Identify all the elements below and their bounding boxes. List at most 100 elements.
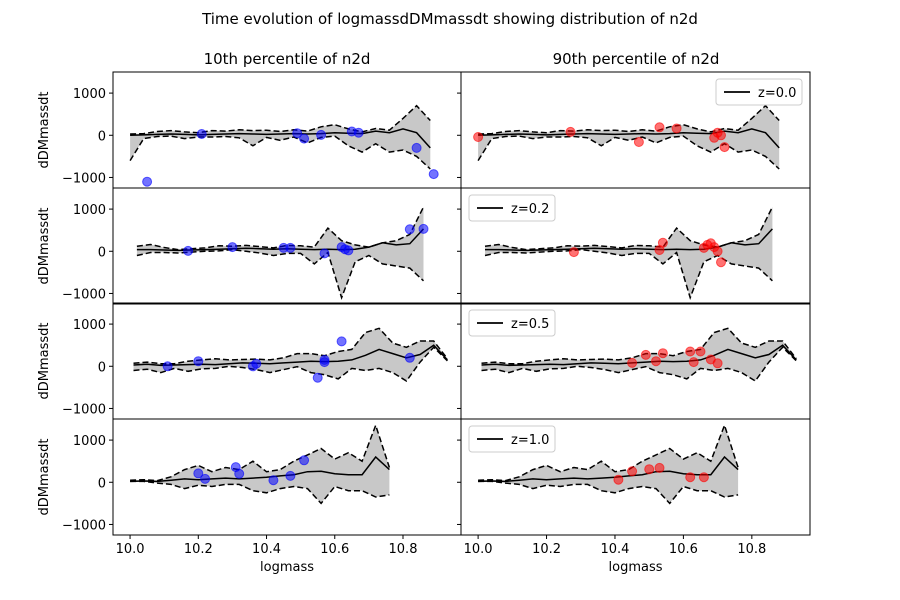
legend-box xyxy=(468,309,556,337)
scatter-point xyxy=(183,245,194,256)
scatter-point xyxy=(633,137,644,147)
legend-label: z=0.0 xyxy=(758,86,796,101)
legend-box xyxy=(468,194,556,222)
y-tick-label: −1000 xyxy=(62,518,106,533)
scatter-point xyxy=(627,466,638,477)
median-line xyxy=(130,455,390,483)
lower-percentile-line xyxy=(133,346,448,383)
scatter-point xyxy=(428,169,439,180)
x-tick-label: 10.4 xyxy=(252,542,281,557)
scatter-point xyxy=(193,468,204,479)
scatter-point xyxy=(251,358,262,369)
y-tick-label: 0 xyxy=(98,245,106,260)
percentile-band xyxy=(136,207,424,298)
scatter-point xyxy=(312,372,323,383)
panel-0-1: z=0.0 xyxy=(457,71,811,189)
percentile-band xyxy=(478,105,780,169)
scatter-point xyxy=(227,242,238,253)
panel-1-0: 1000 0 −1000 dDMmassdt xyxy=(37,187,462,305)
percentile-band xyxy=(130,105,431,169)
scatter-point xyxy=(657,237,668,248)
lower-percentile-line xyxy=(481,346,797,383)
median-line xyxy=(485,228,773,252)
panel-grid: 1000 0 −1000 dDMmassdt z=0.0 1000 0 −1000 dDMmas… xyxy=(37,71,811,575)
axes-frame xyxy=(460,187,811,305)
median-line xyxy=(130,128,431,149)
scatter-point xyxy=(654,462,665,473)
panel-2-1: z=0.5 xyxy=(457,302,811,420)
upper-percentile-line xyxy=(481,327,797,365)
legend-box xyxy=(468,425,556,453)
scatter-point xyxy=(719,142,730,153)
panel-0-0: 1000 0 −1000 dDMmassdt xyxy=(37,71,462,189)
y-tick-label: 0 xyxy=(98,360,106,375)
y-tick-label: 0 xyxy=(98,129,106,144)
scatter-point xyxy=(343,245,354,256)
left-column-title: 10th percentile of n2d xyxy=(204,50,371,68)
scatter-point xyxy=(404,352,415,363)
x-tick-label: 10.8 xyxy=(737,542,766,557)
scatter-point xyxy=(268,475,279,486)
panel-3-0: 1000 0 −1000 10.0 10.2 10.4 10.6 10.8 logmass dDM… xyxy=(37,418,462,575)
y-tick-label: 1000 xyxy=(73,203,106,218)
percentile-band xyxy=(133,328,448,381)
scatter-point xyxy=(685,472,696,483)
scatter-point xyxy=(316,129,327,140)
y-tick-label: −1000 xyxy=(62,402,106,417)
lower-percentile-line xyxy=(130,480,390,505)
scatter-point xyxy=(299,133,310,144)
upper-percentile-line xyxy=(130,104,431,135)
median-line xyxy=(133,344,448,367)
y-axis-label: dDMmassdt xyxy=(37,322,52,399)
panel-1-1: z=0.2 xyxy=(457,187,811,305)
y-axis-label: dDMmassdt xyxy=(37,438,52,515)
panel-3-1: 10.0 10.2 10.4 10.6 10.8 logmass z=1.0 xyxy=(457,418,811,575)
x-tick-label: 10.2 xyxy=(184,542,213,557)
scatter-point xyxy=(644,464,655,475)
y-tick-label: 1000 xyxy=(73,318,106,333)
median-line xyxy=(478,455,739,483)
y-tick-label: −1000 xyxy=(62,287,106,302)
scatter-point xyxy=(651,356,661,367)
scatter-point xyxy=(418,223,429,234)
right-column-title: 90th percentile of n2d xyxy=(553,50,720,68)
y-axis-label: dDMmassdt xyxy=(37,91,52,168)
scatter-point xyxy=(299,455,310,466)
scatter-point xyxy=(613,474,624,485)
y-tick-label: 1000 xyxy=(73,434,106,449)
scatter-point xyxy=(712,246,723,257)
x-tick-label: 10.2 xyxy=(532,542,561,557)
lower-percentile-line xyxy=(129,135,431,170)
scatter-point xyxy=(688,357,699,368)
scatter-point xyxy=(716,257,726,268)
y-axis-label: dDMmassdt xyxy=(37,207,52,284)
axes-frame xyxy=(460,418,811,536)
scatter-point xyxy=(627,357,638,368)
legend-label: z=1.0 xyxy=(511,433,549,448)
percentile-band xyxy=(478,425,739,504)
scatter-point xyxy=(285,470,296,481)
lower-percentile-line xyxy=(478,480,739,505)
median-line xyxy=(481,344,797,367)
scatter-point xyxy=(353,127,364,138)
x-axis-label: logmass xyxy=(260,560,314,575)
legend-box xyxy=(715,78,803,106)
legend-label: z=0.5 xyxy=(511,317,549,332)
scatter-point xyxy=(716,130,726,141)
percentile-band xyxy=(485,207,773,298)
scatter-point xyxy=(142,176,153,187)
scatter-point xyxy=(568,247,579,258)
scatter-point xyxy=(292,128,303,139)
scatter-point xyxy=(200,473,211,484)
y-tick-label: 1000 xyxy=(73,87,106,102)
x-tick-label: 10.0 xyxy=(464,542,493,557)
scatter-point xyxy=(695,346,706,357)
scatter-point xyxy=(654,122,665,133)
scatter-point xyxy=(234,468,245,479)
x-tick-label: 10.0 xyxy=(116,542,145,557)
y-tick-label: −1000 xyxy=(62,171,106,186)
scatter-point xyxy=(657,348,668,359)
x-axis-label: logmass xyxy=(609,560,663,575)
percentile-band xyxy=(130,425,390,504)
scatter-point xyxy=(162,361,173,372)
